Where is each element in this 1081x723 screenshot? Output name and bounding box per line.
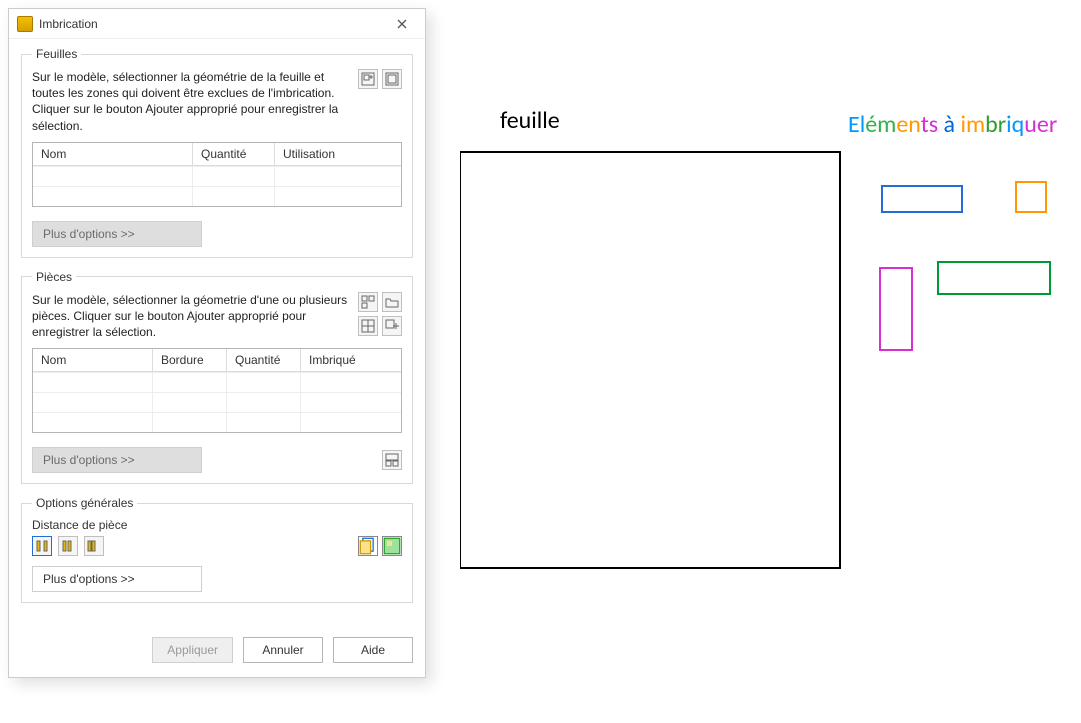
svg-text:feuille: feuille	[500, 108, 560, 135]
table-row[interactable]	[33, 186, 401, 206]
app-icon	[17, 16, 33, 32]
add-piece-button-4[interactable]	[382, 316, 402, 336]
feuilles-table[interactable]: Nom Quantité Utilisation	[32, 142, 402, 207]
feuilles-more-button[interactable]: Plus d'options >>	[32, 221, 202, 247]
table-row[interactable]	[33, 392, 401, 412]
col-nom: Nom	[33, 143, 193, 166]
pieces-instructions: Sur le modèle, sélectionner la géometrie…	[32, 292, 350, 341]
close-button[interactable]	[387, 13, 417, 35]
sheet-icon	[385, 72, 399, 86]
folder-icon	[385, 295, 399, 309]
illustration: feuille	[460, 108, 1080, 591]
col-imbrique: Imbriqué	[301, 349, 401, 372]
table-header: Nom Quantité Utilisation	[33, 143, 401, 166]
add-sheet-button[interactable]	[358, 69, 378, 89]
col-bordure: Bordure	[153, 349, 227, 372]
help-button[interactable]: Aide	[333, 637, 413, 663]
layout-icon	[385, 453, 399, 467]
grid-plus-icon	[385, 319, 399, 333]
col-quantite: Quantité	[193, 143, 275, 166]
add-piece-button-3[interactable]	[358, 316, 378, 336]
sheet-plus-icon	[361, 72, 375, 86]
col-utilisation: Utilisation	[275, 143, 401, 166]
pieces-more-button[interactable]: Plus d'options >>	[32, 447, 202, 473]
add-piece-button-1[interactable]	[358, 292, 378, 312]
distance-option-2[interactable]	[58, 536, 78, 556]
options-legend: Options générales	[32, 496, 137, 510]
cancel-button[interactable]: Annuler	[243, 637, 323, 663]
pieces-group: Pièces Sur le modèle, sélectionner la gé…	[21, 270, 413, 485]
distance-label: Distance de pièce	[32, 518, 402, 532]
pieces-extra-button[interactable]	[382, 450, 402, 470]
distance-option-3[interactable]	[84, 536, 104, 556]
col-quantite: Quantité	[227, 349, 301, 372]
table-row[interactable]	[33, 372, 401, 392]
spacing-icon	[35, 539, 49, 553]
color-button-1[interactable]	[358, 536, 378, 556]
feuilles-group: Feuilles Sur le modèle, sélectionner la …	[21, 47, 413, 258]
feuilles-legend: Feuilles	[32, 47, 81, 61]
dialog-footer: Appliquer Annuler Aide	[9, 627, 425, 677]
options-group: Options générales Distance de pièce	[21, 496, 413, 603]
nesting-dialog: Imbrication Feuilles Sur le modèle, séle…	[8, 8, 426, 678]
color-button-2[interactable]	[382, 536, 402, 556]
add-sheet-alt-button[interactable]	[382, 69, 402, 89]
feuilles-instructions: Sur le modèle, sélectionner la géométrie…	[32, 69, 350, 134]
grid-icon	[361, 319, 375, 333]
titlebar: Imbrication	[9, 9, 425, 39]
close-icon	[397, 19, 407, 29]
distance-option-1[interactable]	[32, 536, 52, 556]
pieces-legend: Pièces	[32, 270, 76, 284]
sheets-color-icon	[359, 537, 377, 555]
table-row[interactable]	[33, 412, 401, 432]
options-more-button[interactable]: Plus d'options >>	[32, 566, 202, 592]
apply-button[interactable]: Appliquer	[152, 637, 233, 663]
elements-title: Eléments à imbriquer	[848, 110, 1057, 139]
spacing-icon	[61, 539, 75, 553]
pieces-icon	[361, 295, 375, 309]
spacing-icon	[87, 539, 101, 553]
table-header: Nom Bordure Quantité Imbriqué	[33, 349, 401, 372]
palette-icon	[383, 537, 401, 555]
add-piece-button-2[interactable]	[382, 292, 402, 312]
illustration-svg: feuille	[460, 108, 1080, 588]
col-nom: Nom	[33, 349, 153, 372]
pieces-table[interactable]: Nom Bordure Quantité Imbriqué	[32, 348, 402, 433]
window-title: Imbrication	[39, 17, 98, 31]
table-row[interactable]	[33, 166, 401, 186]
